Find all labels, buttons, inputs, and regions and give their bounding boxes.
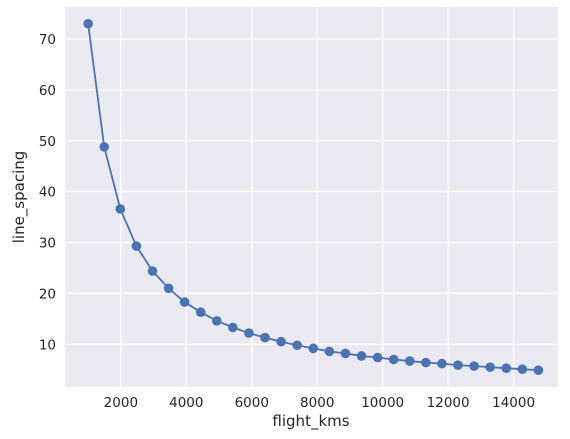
data-point [404,356,415,366]
x-tick-label: 8000 [300,395,334,411]
data-point [179,297,190,307]
data-point [83,18,93,29]
data-point [115,204,126,214]
plot-background [65,7,558,387]
data-point [308,343,319,354]
x-tick-label: 12000 [427,395,470,411]
data-point [228,322,238,333]
y-tick-label: 70 [39,32,56,48]
data-point [421,357,431,368]
x-tick-label: 10000 [361,395,404,411]
x-tick-label: 14000 [492,395,535,411]
series-layer [83,18,544,376]
y-tick-label: 50 [39,134,56,150]
x-axis-label: flight_kms [272,412,349,431]
data-point [453,360,463,370]
y-axis-label: line_spacing [10,151,29,244]
x-tick-labels: 2000 4000 6000 8000 10000 12000 14000 [104,395,535,411]
x-tick-label: 4000 [169,395,203,411]
data-point [324,346,335,357]
data-point [163,283,174,294]
data-point [211,316,222,326]
y-tick-label: 60 [39,83,56,99]
y-tick-label: 10 [39,337,56,353]
data-point [388,354,399,365]
data-point [195,307,206,318]
data-point [437,358,447,369]
data-point [260,332,270,343]
data-point [244,328,254,338]
data-point [372,352,383,363]
y-tick-label: 40 [39,185,56,201]
data-point [517,364,528,374]
gridlines [65,7,558,387]
y-tick-label: 30 [39,236,56,252]
x-tick-label: 6000 [235,395,269,411]
x-tick-label: 2000 [104,395,138,411]
data-point [485,362,495,372]
data-point [533,365,544,376]
data-point [356,351,367,361]
data-point [292,340,302,351]
data-point [469,361,479,371]
data-point [131,241,142,251]
y-tick-labels: 10 20 30 40 50 60 70 [39,32,56,353]
data-point [276,336,286,347]
data-point [147,266,158,276]
y-tick-label: 20 [39,286,56,302]
data-point [99,142,110,152]
data-point [340,348,351,359]
data-point [501,363,512,373]
